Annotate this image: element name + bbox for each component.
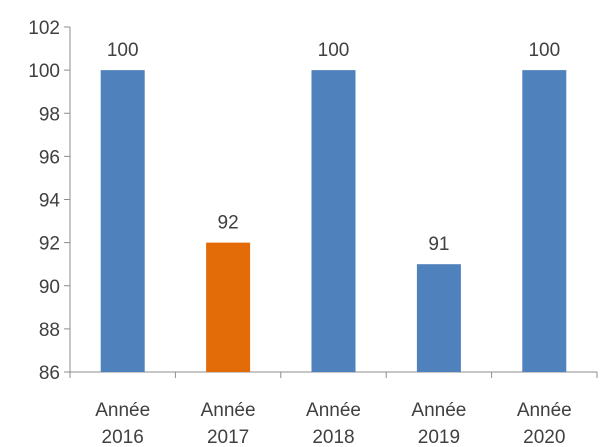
y-tick-label: 102 <box>28 18 60 39</box>
bar-data-label: 91 <box>428 234 449 255</box>
bar-data-label: 100 <box>528 40 560 61</box>
bar-data-label: 92 <box>218 213 239 234</box>
y-tick-label: 100 <box>28 61 60 82</box>
y-tick-label: 98 <box>39 104 60 125</box>
bar <box>522 70 567 372</box>
y-tick-label: 92 <box>39 234 60 255</box>
x-axis: Année 2016 Année 2017 Année 2018 Année 2019 Anné… <box>69 371 598 447</box>
y-tick-label: 86 <box>39 363 60 384</box>
x-category-label: Année 2019 <box>411 400 466 447</box>
y-axis: 86 88 90 92 94 96 98 100 102 <box>28 18 71 384</box>
data-labels: 100 92 100 91 100 <box>107 40 560 255</box>
y-tick-label: 90 <box>39 277 60 298</box>
bar <box>206 242 251 372</box>
x-category-label: Année 2020 <box>517 400 572 447</box>
bars <box>100 70 567 372</box>
x-category-label: Année 2018 <box>306 400 361 447</box>
bar-data-label: 100 <box>318 40 350 61</box>
bar <box>311 70 356 372</box>
x-category-label: Année 2017 <box>201 400 256 447</box>
bar <box>416 264 461 372</box>
bar-data-label: 100 <box>107 40 139 61</box>
y-tick-label: 96 <box>39 147 60 168</box>
y-tick-label: 88 <box>39 320 60 341</box>
y-tick-label: 94 <box>39 191 61 212</box>
x-category-label: Année 2016 <box>95 400 150 447</box>
bar <box>100 70 145 372</box>
